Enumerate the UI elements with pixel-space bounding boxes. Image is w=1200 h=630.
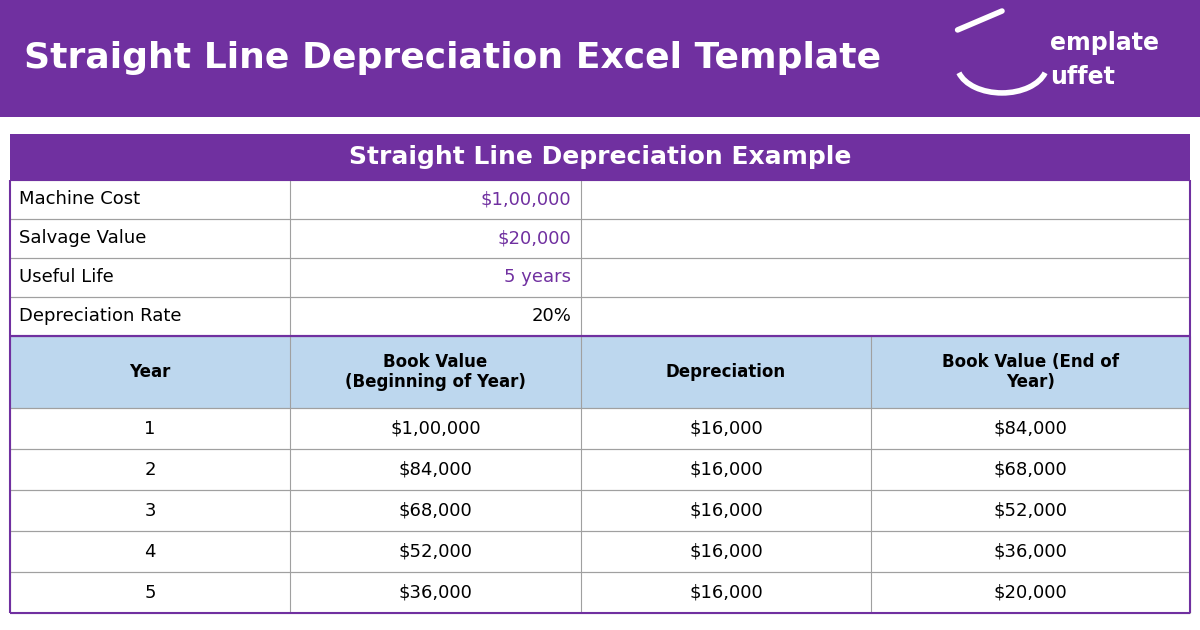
Bar — [10, 219, 1190, 258]
Text: $16,000: $16,000 — [689, 501, 763, 520]
Text: 5 years: 5 years — [504, 268, 571, 286]
Bar — [0, 117, 1200, 134]
Text: Book Value
(Beginning of Year): Book Value (Beginning of Year) — [346, 353, 526, 391]
Bar — [10, 297, 1190, 336]
Text: uffet: uffet — [1050, 65, 1115, 89]
Bar — [10, 336, 1190, 408]
Bar — [10, 134, 1190, 180]
Text: Book Value (End of
Year): Book Value (End of Year) — [942, 353, 1120, 391]
Text: 2: 2 — [144, 461, 156, 479]
Text: $68,000: $68,000 — [994, 461, 1068, 479]
Text: Machine Cost: Machine Cost — [19, 190, 140, 208]
Text: $84,000: $84,000 — [398, 461, 473, 479]
Bar — [10, 258, 1190, 297]
Text: $52,000: $52,000 — [398, 542, 473, 561]
Text: $16,000: $16,000 — [689, 542, 763, 561]
Bar — [10, 531, 1190, 572]
Bar — [10, 408, 1190, 449]
Text: Depreciation: Depreciation — [666, 363, 786, 381]
Text: 4: 4 — [144, 542, 156, 561]
Text: emplate: emplate — [1050, 30, 1159, 55]
Bar — [10, 490, 1190, 531]
Text: $68,000: $68,000 — [398, 501, 473, 520]
Text: $84,000: $84,000 — [994, 420, 1068, 438]
Text: Straight Line Depreciation Example: Straight Line Depreciation Example — [349, 145, 851, 169]
Text: $36,000: $36,000 — [398, 583, 473, 602]
Text: 1: 1 — [144, 420, 156, 438]
Text: 5: 5 — [144, 583, 156, 602]
Text: $16,000: $16,000 — [689, 461, 763, 479]
Text: Straight Line Depreciation Excel Template: Straight Line Depreciation Excel Templat… — [24, 42, 881, 75]
Text: $1,00,000: $1,00,000 — [390, 420, 481, 438]
Bar — [0, 0, 1200, 117]
Text: $16,000: $16,000 — [689, 583, 763, 602]
Text: $52,000: $52,000 — [994, 501, 1068, 520]
Text: 20%: 20% — [532, 307, 571, 325]
Text: $20,000: $20,000 — [994, 583, 1068, 602]
Bar — [10, 449, 1190, 490]
Text: Depreciation Rate: Depreciation Rate — [19, 307, 181, 325]
Text: Useful Life: Useful Life — [19, 268, 114, 286]
Text: $20,000: $20,000 — [498, 229, 571, 247]
Text: $1,00,000: $1,00,000 — [480, 190, 571, 208]
Text: Year: Year — [130, 363, 170, 381]
Bar — [10, 180, 1190, 219]
Text: $16,000: $16,000 — [689, 420, 763, 438]
Bar — [10, 572, 1190, 613]
Text: Salvage Value: Salvage Value — [19, 229, 146, 247]
Text: $36,000: $36,000 — [994, 542, 1068, 561]
Text: 3: 3 — [144, 501, 156, 520]
